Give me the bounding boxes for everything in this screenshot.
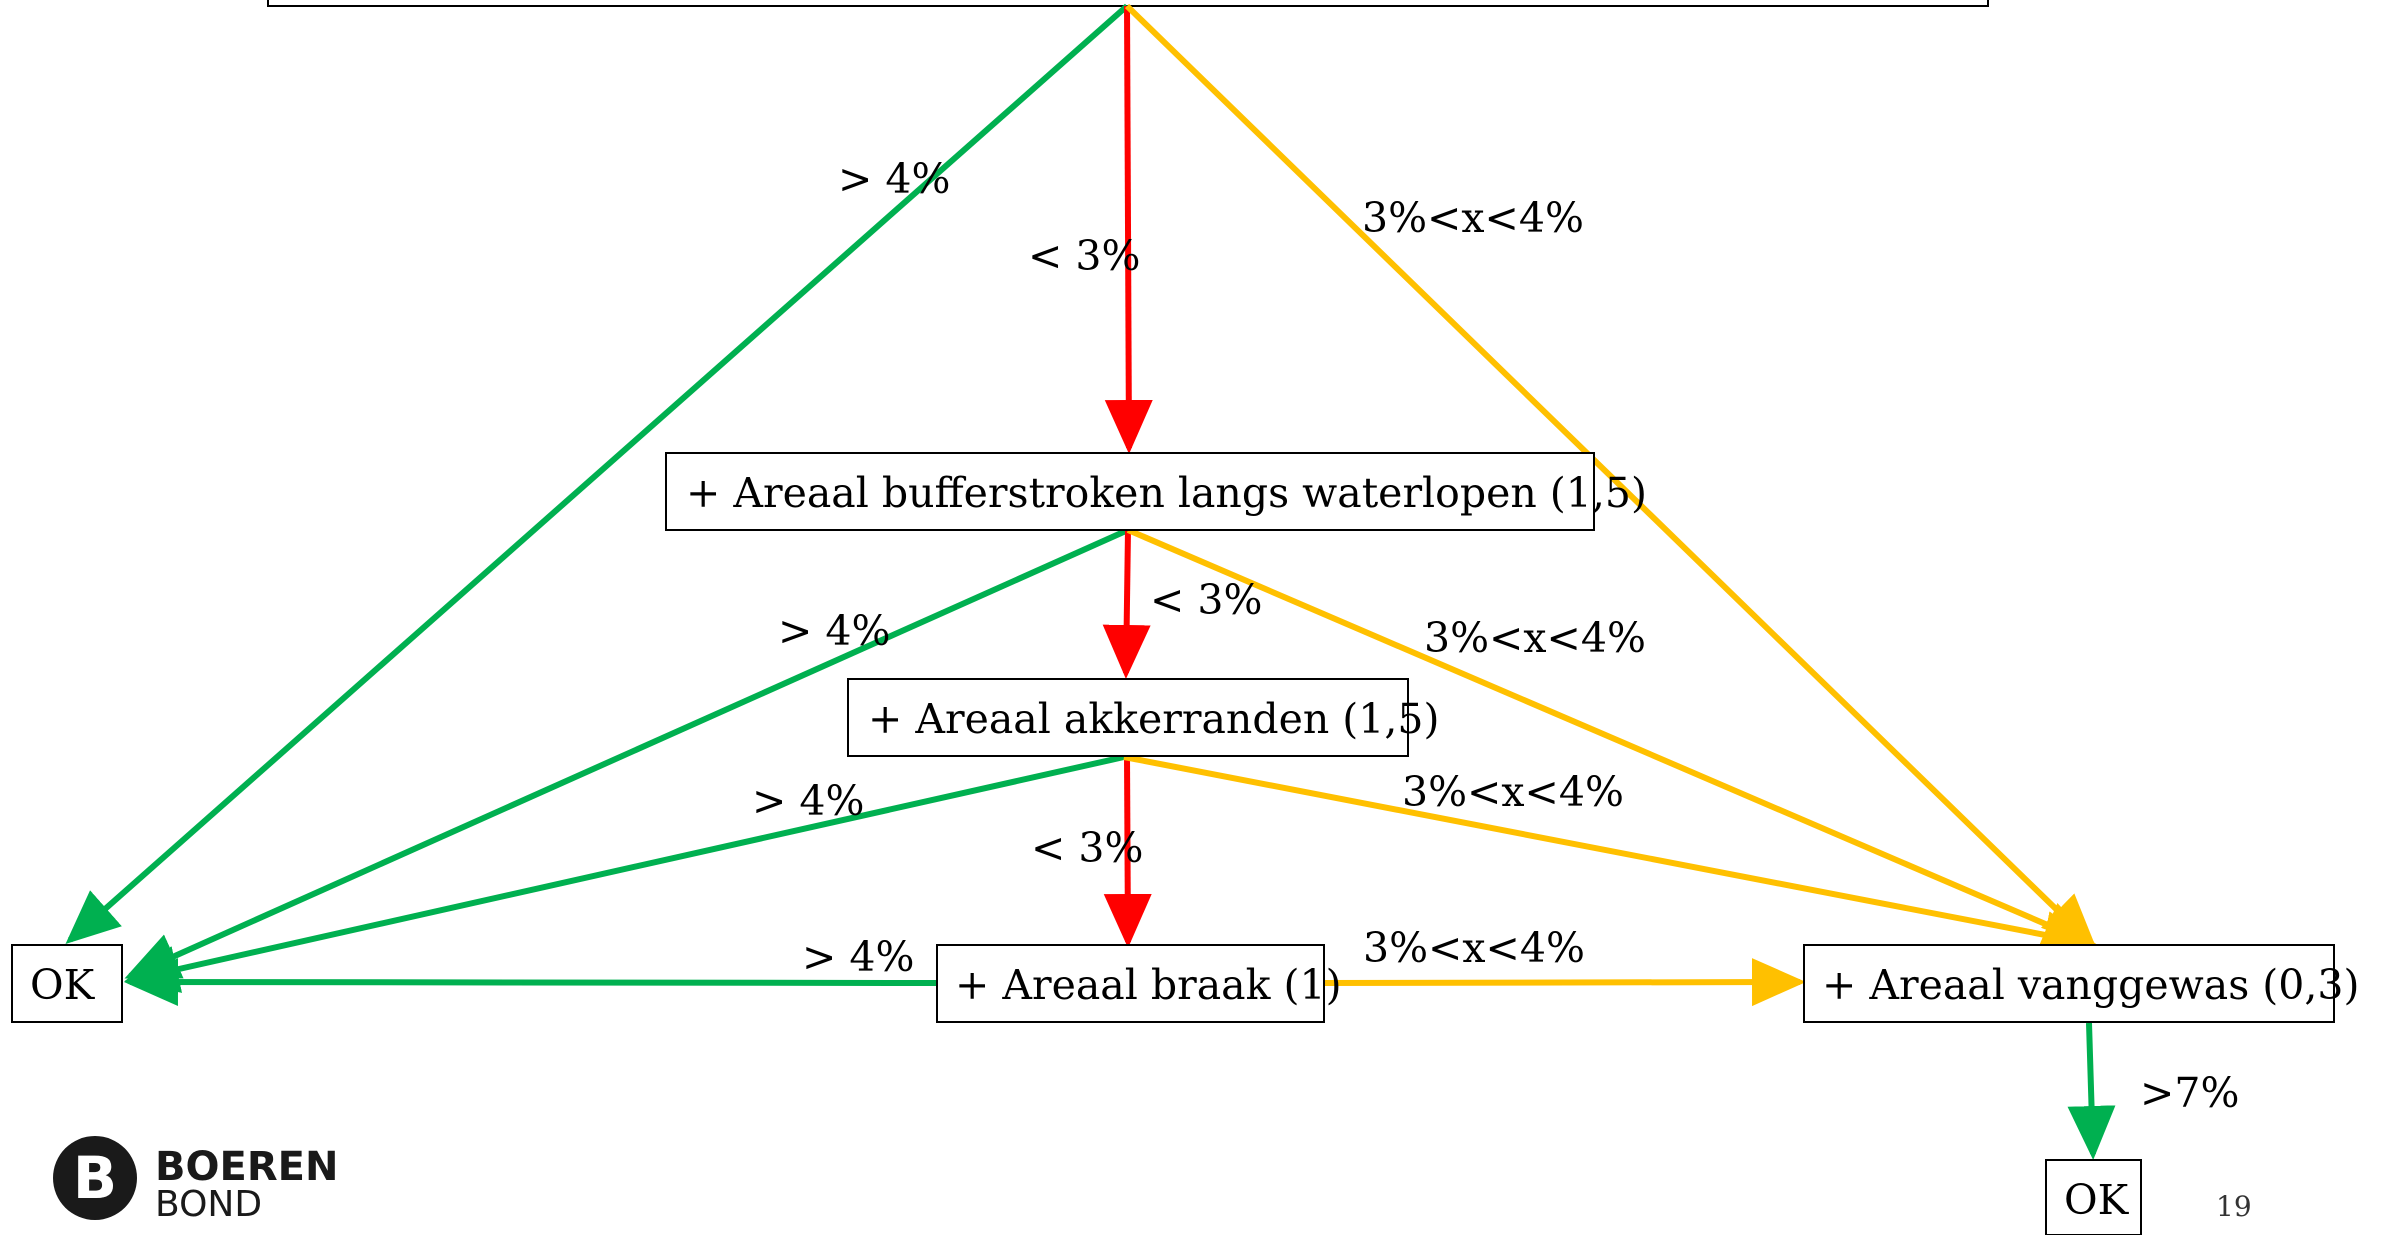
logo-b-icon [53,1136,137,1220]
node-ok-left: OK [11,944,123,1023]
node-braak: + Areaal braak (1) [936,944,1342,1023]
label-gt4-braak: > 4% [802,933,914,981]
edge-akker-to-vanggewas [1123,754,2098,959]
edge-braak-to-vanggewas [1323,958,1806,1007]
edge-buffer-to-vanggewas [1126,527,2098,948]
boerenbond-logo: B BOEREN BOND [53,1136,338,1225]
node-buffer: + Areaal bufferstroken langs waterlopen … [665,452,1647,531]
node-vanggewas-label: + Areaal vanggewas (0,3) [1822,961,2359,1009]
edge-braak-to-ok-left [124,958,938,1007]
edge-buffer-to-akker [1102,529,1151,679]
node-akker-label: + Areaal akkerranden (1,5) [868,695,1439,743]
node-ok-bottom-label: OK [2064,1176,2130,1224]
node-akker: + Areaal akkerranden (1,5) [847,678,1439,757]
node-braak-label: + Areaal braak (1) [955,961,1342,1009]
edge-akker-to-braak [1103,756,1152,948]
edge-top-to-vanggewas [1124,3,2097,949]
logo-b-glyph-icon: B [73,1144,117,1212]
node-buffer-label: + Areaal bufferstroken langs waterlopen … [686,469,1647,517]
label-gt4-akker: > 4% [752,777,864,825]
label-gt4-top: > 4% [838,155,950,203]
label-lt3-buffer: < 3% [1150,576,1262,624]
page-number: 19 [2216,1190,2252,1223]
logo-line2: BOND [155,1184,262,1225]
node-vanggewas: + Areaal vanggewas (0,3) [1803,944,2359,1023]
node-ok-left-label: OK [30,961,96,1009]
label-mid-top: 3%<x<4% [1362,194,1584,242]
label-lt3-top: < 3% [1028,232,1140,280]
label-mid-buffer: 3%<x<4% [1424,614,1646,662]
label-lt3-akker: < 3% [1031,824,1143,872]
edge-top-to-buffer [1104,5,1153,454]
label-mid-akker: 3%<x<4% [1402,768,1624,816]
label-gt4-buffer: > 4% [778,607,890,655]
label-mid-braak: 3%<x<4% [1363,924,1585,972]
edge-buffer-to-ok-left [124,527,1130,979]
logo-line1: BOEREN [155,1144,338,1190]
edge-akker-to-ok-left [124,754,1125,993]
node-ok-bottom: OK [2045,1159,2142,1235]
edge-vanggewas-to-ok-bottom [2067,1022,2116,1160]
label-gt7-vanggewas: >7% [2140,1069,2239,1117]
edge-top-to-ok-left [65,3,1129,944]
